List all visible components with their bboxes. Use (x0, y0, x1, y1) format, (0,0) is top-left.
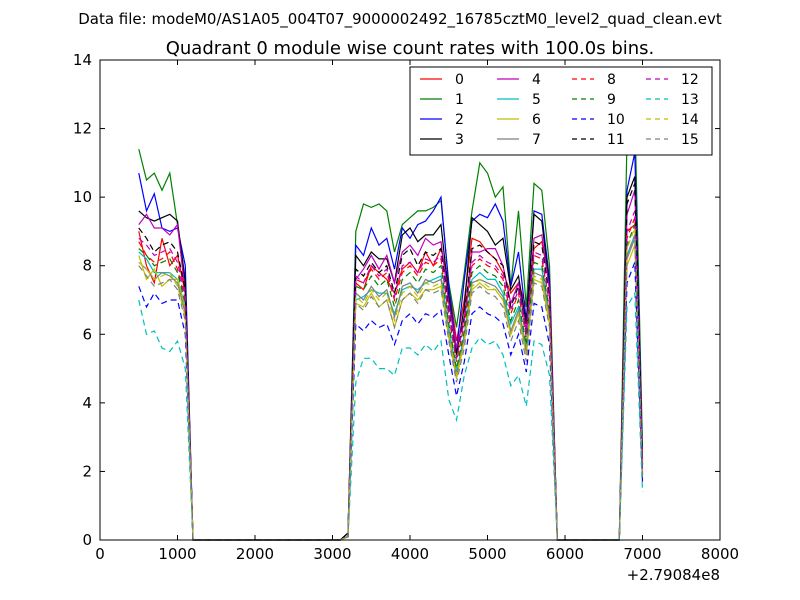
legend-label-1: 1 (455, 92, 464, 108)
legend-label-5: 5 (532, 92, 541, 108)
y-tick-label: 10 (73, 188, 92, 206)
y-tick-label: 4 (82, 394, 92, 412)
legend-label-9: 9 (607, 92, 616, 108)
legend-label-3: 3 (455, 132, 464, 148)
legend-label-0: 0 (455, 72, 464, 88)
x-tick-label: 1000 (158, 545, 196, 563)
x-tick-label: 7000 (623, 545, 661, 563)
y-tick-label: 2 (82, 462, 92, 480)
x-tick-label: 5000 (468, 545, 506, 563)
x-tick-label: 8000 (701, 545, 739, 563)
y-tick-label: 8 (82, 257, 92, 275)
legend-label-13: 13 (681, 92, 699, 108)
x-offset-label: +2.79084e8 (627, 566, 720, 584)
legend-label-14: 14 (681, 112, 699, 128)
legend-label-15: 15 (681, 132, 699, 148)
chart-title: Quadrant 0 module wise count rates with … (166, 38, 655, 59)
y-tick-label: 6 (82, 325, 92, 343)
y-tick-label: 0 (82, 531, 92, 549)
legend-label-6: 6 (532, 112, 541, 128)
y-tick-label: 14 (73, 51, 92, 69)
legend-label-11: 11 (607, 132, 625, 148)
legend-label-2: 2 (455, 112, 464, 128)
x-tick-label: 0 (95, 545, 105, 563)
x-tick-label: 3000 (313, 545, 351, 563)
x-tick-label: 4000 (391, 545, 429, 563)
x-tick-label: 2000 (236, 545, 274, 563)
legend-label-10: 10 (607, 112, 625, 128)
x-tick-label: 6000 (546, 545, 584, 563)
y-tick-label: 12 (73, 120, 92, 138)
tick-layer: 0 1000 2000 3000 4000 5000 6000 7000 80000246810… (73, 51, 739, 563)
legend-label-4: 4 (532, 72, 541, 88)
legend-label-8: 8 (607, 72, 616, 88)
figure-suptitle: Data file: modeM0/AS1A05_004T07_90000024… (78, 10, 722, 29)
legend-label-7: 7 (532, 132, 541, 148)
legend-label-12: 12 (681, 72, 699, 88)
legend-box (409, 66, 713, 156)
